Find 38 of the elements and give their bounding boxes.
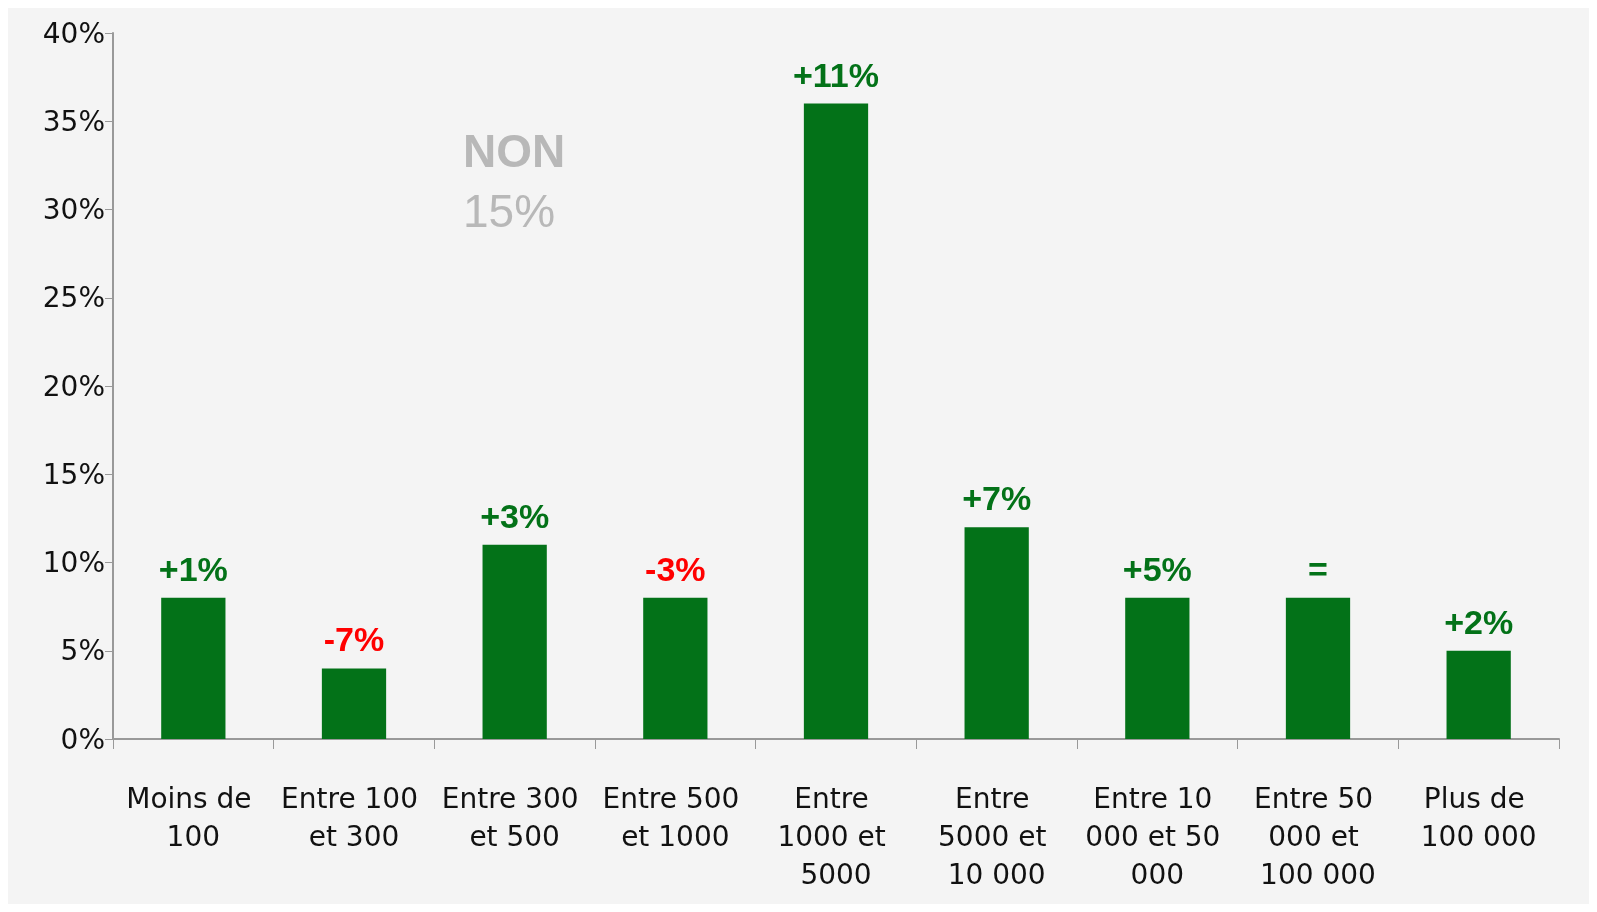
x-tick-label: Entre 100 et 300	[281, 781, 427, 853]
y-tick-label: 15%	[42, 457, 105, 491]
annotation: +7%	[962, 479, 1032, 518]
x-tick-label: Entre 500 et 1000	[602, 781, 749, 853]
annotation: +2%	[1444, 602, 1514, 641]
y-tick-label: 25%	[42, 281, 105, 315]
annotation: +1%	[158, 549, 228, 588]
bar	[482, 544, 547, 739]
bar	[1125, 597, 1190, 739]
annotation: +3%	[480, 496, 550, 535]
y-tick-label: 5%	[60, 634, 105, 668]
x-tick-label: Entre 300 et 500	[441, 781, 588, 853]
x-tick-label: Entre 1000 et 5000	[777, 781, 895, 891]
bar	[1446, 650, 1511, 739]
annotation: 15%	[463, 185, 556, 237]
y-tick-label: 10%	[42, 546, 105, 579]
x-tick-label: Entre 50 000 et 100 000	[1254, 781, 1382, 891]
annotation: -3%	[645, 549, 706, 588]
x-tick-label: Plus de 100 000	[1420, 781, 1537, 853]
annotation: +5%	[1122, 549, 1192, 588]
annotation: NON	[463, 125, 566, 177]
x-tick-label: Entre 10 000 et 50 000	[1085, 781, 1230, 891]
annotation: -7%	[323, 620, 385, 659]
annotation: =	[1308, 549, 1328, 588]
y-tick-label: 0%	[60, 722, 105, 756]
bar	[1285, 597, 1351, 739]
annotation: +11%	[792, 55, 880, 94]
x-tick-label: Moins de 100	[126, 781, 261, 853]
y-tick-label: 35%	[42, 104, 105, 138]
bar	[643, 597, 708, 739]
bar	[964, 527, 1029, 739]
bar	[803, 103, 869, 739]
y-tick-label: 40%	[42, 16, 105, 50]
y-tick-label: 20%	[42, 369, 105, 403]
bar	[161, 597, 226, 739]
bar	[321, 668, 387, 739]
x-tick-label: Entre 5000 et 10 000	[938, 781, 1056, 891]
y-tick-label: 30%	[42, 193, 105, 226]
